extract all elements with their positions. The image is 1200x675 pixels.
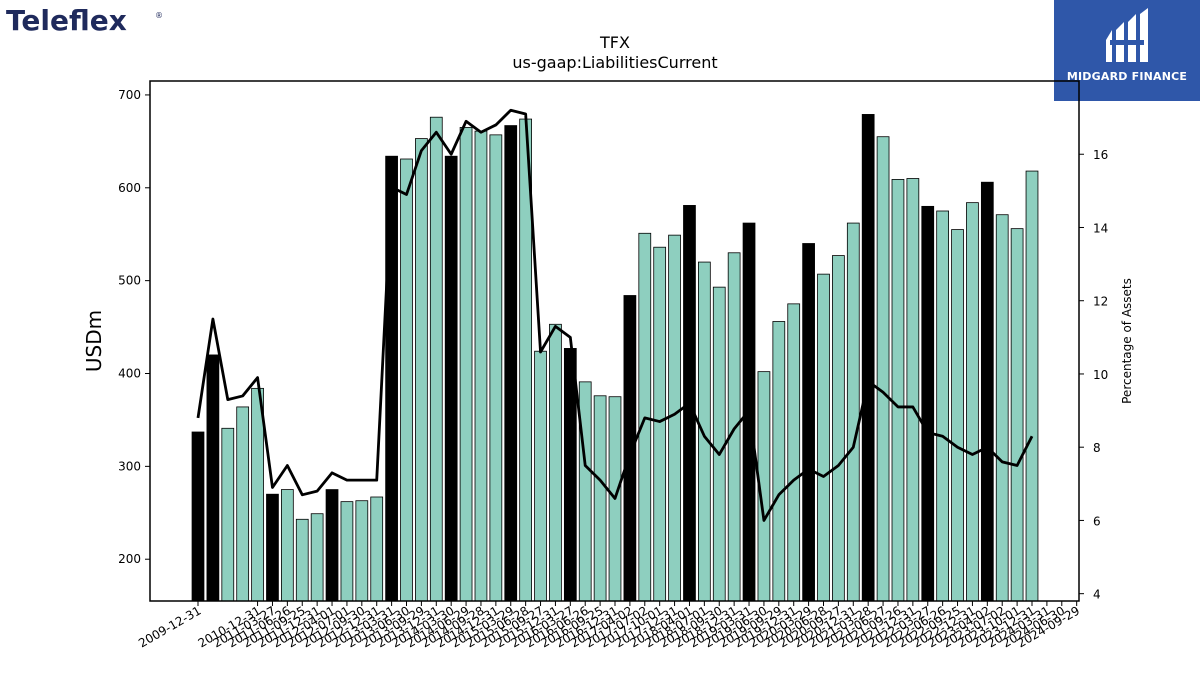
bar — [578, 381, 592, 602]
bar — [504, 125, 518, 602]
bar — [549, 323, 562, 602]
bar — [1025, 170, 1039, 602]
bar — [206, 354, 220, 602]
bar — [474, 130, 488, 602]
y2-tick-label: 10 — [1093, 368, 1108, 382]
teleflex-logo-text: Teleflex — [6, 4, 127, 36]
bar — [772, 321, 786, 602]
right-axis-label: Percentage of Assets — [1120, 278, 1134, 404]
bar — [444, 155, 458, 602]
bar — [921, 205, 935, 602]
bar — [876, 136, 890, 602]
bar — [251, 387, 264, 602]
bar — [489, 134, 503, 602]
bar — [966, 202, 979, 602]
bar — [429, 116, 443, 602]
bar — [370, 496, 384, 602]
bar — [563, 348, 577, 602]
bar — [325, 489, 339, 602]
bar — [385, 155, 398, 602]
bar — [221, 427, 235, 602]
bar — [623, 295, 637, 602]
left-axis: 200 300 400 500 600 700 — [118, 88, 150, 566]
bar — [415, 138, 428, 602]
bar — [653, 246, 667, 602]
y-tick-label: 700 — [118, 88, 141, 102]
bar — [817, 273, 830, 602]
bar — [787, 303, 801, 602]
x-tick-label: 2009-12-31 — [136, 603, 203, 650]
y-tick-label: 200 — [118, 552, 141, 566]
registered-mark-icon: ® — [155, 11, 163, 20]
bar — [340, 501, 354, 602]
y2-tick-label: 4 — [1093, 588, 1101, 602]
y-tick-label: 400 — [118, 367, 141, 381]
bar — [698, 261, 711, 602]
y-axis-label: USDm — [82, 310, 106, 372]
bar — [355, 500, 369, 602]
percentage-line — [196, 108, 1034, 522]
bar — [712, 286, 726, 602]
bar — [280, 489, 294, 602]
bar — [1010, 228, 1024, 602]
bar — [236, 406, 250, 602]
y2-tick-label: 8 — [1093, 441, 1101, 455]
bar — [534, 350, 547, 602]
bar — [310, 513, 324, 602]
bar — [295, 518, 309, 602]
bar — [593, 395, 607, 602]
bar — [191, 431, 205, 602]
bar — [846, 222, 860, 602]
bar — [832, 255, 845, 602]
bar — [266, 493, 279, 602]
bar — [668, 234, 681, 602]
y-tick-label: 500 — [118, 274, 141, 288]
bar — [951, 229, 964, 602]
bar — [459, 127, 473, 602]
bars-group — [191, 114, 1039, 602]
y-tick-label: 600 — [118, 181, 141, 195]
bar — [980, 181, 994, 602]
bar — [802, 243, 815, 602]
bar — [891, 179, 905, 602]
bar — [400, 158, 413, 602]
bar — [861, 114, 875, 602]
bar — [906, 178, 920, 602]
y2-tick-label: 16 — [1093, 148, 1108, 162]
teleflex-logo: Teleflex ® — [6, 4, 166, 37]
chart-subtitle: us-gaap:LiabilitiesCurrent — [512, 53, 717, 72]
bar — [995, 214, 1009, 602]
midgard-logo-text: MIDGARD FINANCE — [1066, 70, 1188, 83]
right-axis: 4 6 8 10 12 14 16 — [1079, 148, 1108, 602]
chart-title: TFX — [599, 33, 630, 52]
y2-tick-label: 12 — [1093, 295, 1108, 309]
y-tick-label: 300 — [118, 459, 141, 473]
x-axis: 2009-12-312010-12-312011-03-272011-06-26… — [136, 601, 1082, 650]
y2-tick-label: 14 — [1093, 221, 1108, 235]
y2-tick-label: 6 — [1093, 514, 1101, 528]
line-group — [196, 108, 1034, 522]
midgard-emblem-icon — [1106, 8, 1148, 62]
bar — [936, 210, 950, 602]
